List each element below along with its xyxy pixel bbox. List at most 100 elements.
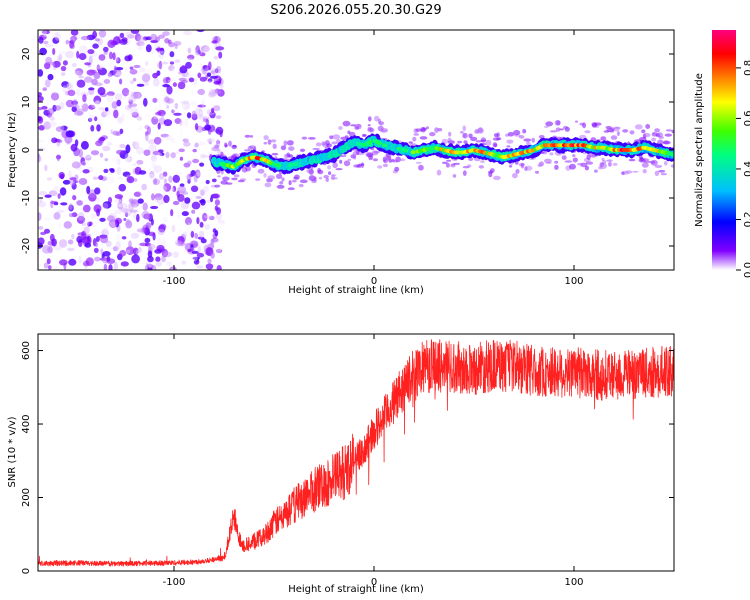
noise-blob bbox=[202, 65, 208, 69]
ridge-halo bbox=[378, 121, 384, 126]
noise-blob bbox=[165, 135, 173, 141]
noise-blob bbox=[181, 64, 186, 71]
ridge-halo bbox=[263, 135, 269, 141]
noise-blob bbox=[82, 103, 89, 112]
noise-blob bbox=[44, 62, 51, 70]
noise-blob bbox=[196, 265, 204, 269]
ridge-halo bbox=[383, 159, 388, 164]
ridge-halo bbox=[276, 184, 285, 189]
noise-blob bbox=[169, 61, 175, 65]
noise-blob bbox=[183, 141, 191, 147]
noise-blob bbox=[81, 222, 87, 226]
ridge-halo bbox=[524, 166, 528, 172]
noise-blob bbox=[141, 73, 151, 83]
ridge-halo bbox=[610, 135, 618, 140]
ridge-halo bbox=[549, 130, 558, 133]
noise-blob bbox=[166, 98, 174, 104]
noise-blob bbox=[207, 33, 214, 39]
noise-blob bbox=[134, 93, 141, 99]
snr-y-tick-label: 0 bbox=[21, 568, 32, 574]
noise-blob bbox=[198, 188, 202, 197]
noise-blob bbox=[133, 247, 139, 256]
noise-blob bbox=[204, 215, 212, 219]
noise-blob bbox=[211, 186, 216, 193]
ridge-halo bbox=[338, 126, 343, 130]
ridge-halo bbox=[220, 180, 228, 185]
noise-blob bbox=[183, 231, 188, 238]
noise-blob bbox=[58, 53, 63, 61]
noise-blob bbox=[170, 183, 174, 192]
noise-blob bbox=[94, 256, 101, 262]
noise-blob bbox=[153, 165, 163, 173]
noise-blob bbox=[60, 72, 66, 76]
ridge-halo bbox=[614, 126, 621, 129]
ridge-halo bbox=[367, 124, 371, 127]
noise-blob bbox=[53, 105, 62, 111]
noise-blob bbox=[197, 88, 205, 96]
noise-blob bbox=[38, 116, 44, 124]
noise-blob bbox=[208, 215, 215, 221]
ridge-halo bbox=[656, 132, 664, 138]
noise-blob bbox=[196, 252, 205, 258]
noise-blob bbox=[84, 62, 91, 66]
ridge-halo bbox=[513, 129, 521, 136]
noise-blob bbox=[125, 246, 135, 256]
ridge-halo bbox=[233, 174, 240, 178]
noise-blob bbox=[211, 107, 215, 114]
noise-blob bbox=[132, 211, 137, 220]
ridge-halo bbox=[419, 136, 428, 140]
ridge-halo bbox=[645, 124, 651, 129]
ridge-halo bbox=[621, 171, 625, 175]
noise-blob bbox=[211, 68, 218, 76]
ridge-halo bbox=[603, 130, 610, 133]
noise-blob bbox=[73, 98, 78, 108]
ridge-halo bbox=[544, 125, 549, 128]
noise-blob bbox=[186, 112, 192, 119]
noise-blob bbox=[190, 185, 199, 193]
noise-blob bbox=[152, 97, 157, 103]
noise-blob bbox=[205, 186, 214, 194]
noise-blob bbox=[171, 68, 175, 76]
noise-blob bbox=[96, 196, 103, 201]
noise-blob bbox=[85, 154, 92, 161]
noise-blob bbox=[126, 176, 135, 184]
noise-blob bbox=[198, 108, 203, 118]
ridge-halo bbox=[222, 176, 230, 181]
ridge-halo bbox=[606, 159, 613, 162]
noise-blob bbox=[98, 54, 106, 61]
noise-blob bbox=[38, 125, 45, 131]
noise-blob bbox=[45, 79, 51, 88]
noise-blob bbox=[196, 217, 200, 225]
ridge-halo bbox=[660, 172, 667, 176]
ridge-halo bbox=[361, 133, 367, 138]
noise-blob bbox=[91, 230, 101, 235]
noise-blob bbox=[170, 104, 179, 108]
noise-blob bbox=[177, 213, 181, 219]
noise-blob bbox=[196, 114, 205, 120]
noise-blob bbox=[47, 97, 51, 105]
noise-blob bbox=[185, 133, 190, 141]
ridge-halo bbox=[564, 160, 573, 163]
ridge-halo bbox=[586, 154, 591, 160]
noise-blob bbox=[120, 261, 129, 267]
noise-blob bbox=[96, 124, 101, 132]
noise-blob bbox=[199, 76, 207, 82]
ridge-halo bbox=[622, 129, 629, 133]
ridge-halo bbox=[582, 122, 586, 129]
noise-blob bbox=[147, 139, 156, 145]
ridge-halo bbox=[559, 128, 564, 131]
noise-blob bbox=[56, 209, 65, 214]
noise-blob bbox=[179, 133, 185, 138]
noise-blob bbox=[141, 183, 147, 191]
noise-blob bbox=[88, 87, 95, 91]
noise-blob bbox=[106, 176, 116, 184]
ridge-halo bbox=[549, 152, 554, 156]
noise-blob bbox=[125, 98, 130, 106]
noise-blob bbox=[85, 257, 94, 266]
noise-blob bbox=[174, 59, 181, 63]
noise-blob bbox=[102, 145, 111, 152]
ridge-halo bbox=[312, 147, 321, 151]
noise-blob bbox=[190, 100, 198, 104]
noise-blob bbox=[167, 79, 176, 84]
noise-blob bbox=[59, 239, 68, 248]
